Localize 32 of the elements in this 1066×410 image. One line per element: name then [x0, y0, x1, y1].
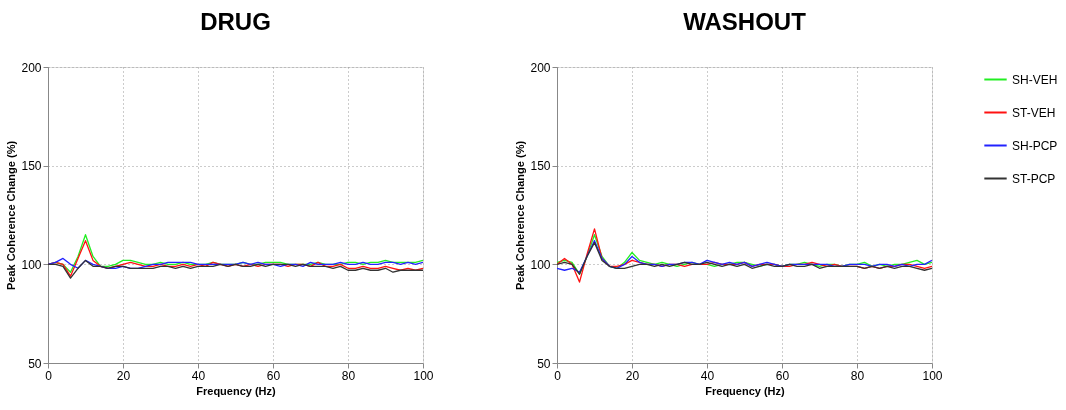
- legend-label: SH-VEH: [1012, 72, 1058, 87]
- x-tick-label: 100: [922, 368, 943, 383]
- x-tick-label: 80: [850, 368, 865, 383]
- x-tick-label: 60: [266, 368, 281, 383]
- x-tick-label: 20: [625, 368, 640, 383]
- line-series: [48, 257, 423, 269]
- y-tick-label: 100: [530, 257, 551, 272]
- y-tick-label: 150: [21, 159, 42, 174]
- chart-title: DRUG: [200, 8, 271, 35]
- x-tick-label: 40: [191, 368, 206, 383]
- line-series: [48, 259, 423, 279]
- y-axis-title: Peak Coherence Change (%): [514, 140, 527, 291]
- y-tick-label: 50: [537, 356, 551, 371]
- legend-label: ST-VEH: [1012, 105, 1056, 120]
- legend-label: ST-PCP: [1012, 171, 1056, 186]
- x-tick-label: 20: [116, 368, 131, 383]
- y-tick-label: 150: [530, 159, 551, 174]
- y-tick-label: 100: [21, 257, 42, 272]
- x-tick-label: 0: [45, 368, 53, 383]
- legend-label: SH-PCP: [1012, 138, 1058, 153]
- y-axis-title: Peak Coherence Change (%): [5, 140, 18, 291]
- y-tick-label: 200: [21, 60, 42, 75]
- x-tick-label: 0: [554, 368, 562, 383]
- x-tick-label: 60: [775, 368, 790, 383]
- x-tick-label: 100: [413, 368, 434, 383]
- x-tick-label: 40: [700, 368, 715, 383]
- y-tick-label: 50: [28, 356, 42, 371]
- y-tick-label: 200: [530, 60, 551, 75]
- x-axis-title: Frequency (Hz): [196, 384, 277, 397]
- x-tick-label: 80: [341, 368, 356, 383]
- x-axis-title: Frequency (Hz): [705, 384, 786, 397]
- chart-title: WASHOUT: [683, 8, 807, 35]
